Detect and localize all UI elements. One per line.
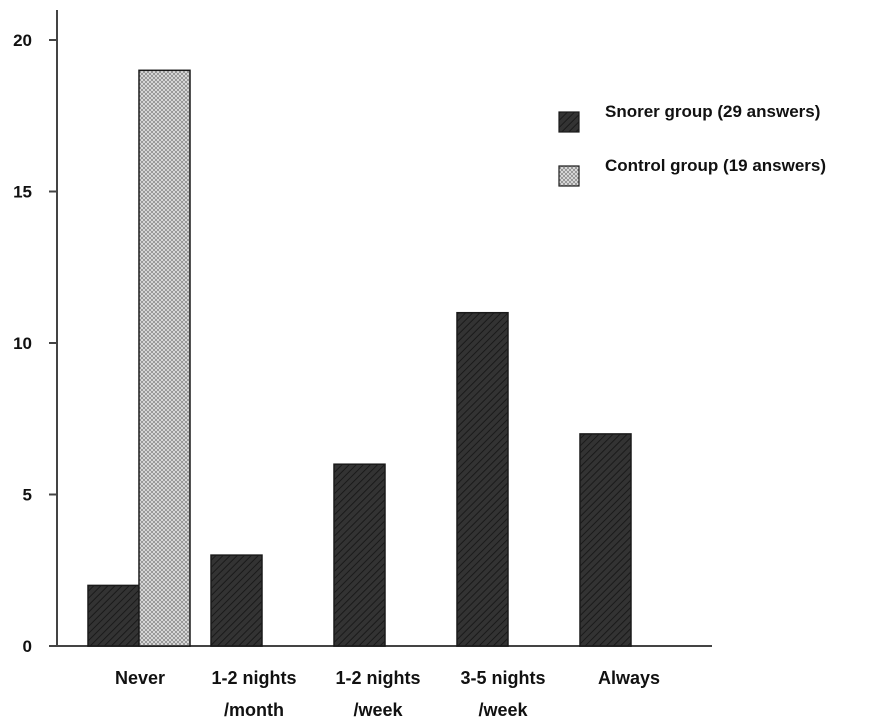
bars [87,69,632,647]
y-tick-label: 5 [23,486,32,505]
x-tick-label: /month [224,700,284,720]
y-tick-label: 10 [13,334,32,353]
x-tick-label: Never [115,668,165,688]
x-axis-labels: Never 1-2 nights/month 1-2 nights/week 3-5 … [115,668,660,720]
bar-snorer-0 [87,584,140,647]
bar-snorer-1 [210,554,263,647]
y-tick-label: 0 [23,637,32,656]
x-tick-label: /week [478,700,528,720]
x-tick-label: 1-2 nights [211,668,296,688]
y-tick-label: 20 [13,31,32,50]
bar-snorer-4 [579,433,632,647]
legend-swatch-snorer [558,111,580,133]
bar-control-0 [138,69,191,647]
bar-snorer-3 [456,311,509,647]
legend-label-control: Control group (19 answers) [605,156,826,175]
x-tick-label: 3-5 nights [460,668,545,688]
bar-snorer-2 [333,463,386,647]
x-tick-label: Always [598,668,660,688]
legend-swatch-control [558,165,580,187]
legend-label-snorer: Snorer group (29 answers) [605,102,820,121]
legend: Snorer group (29 answers) Control group (… [558,102,826,187]
x-tick-label: 1-2 nights [335,668,420,688]
x-tick-label: /week [353,700,403,720]
y-tick-label: 15 [13,183,32,202]
